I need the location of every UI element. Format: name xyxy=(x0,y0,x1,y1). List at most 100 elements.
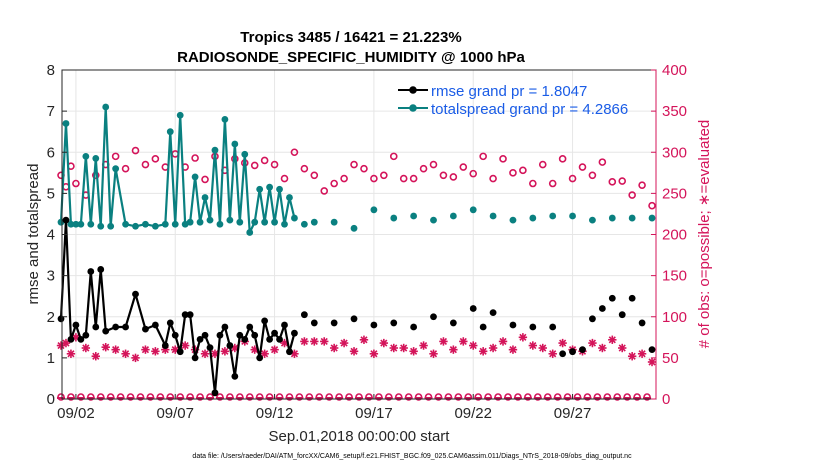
rmse-point xyxy=(549,323,557,331)
legend-rmse-label: rmse grand pr = 1.8047 xyxy=(431,83,587,100)
y-tick-label: 2 xyxy=(47,309,55,326)
rmse-point xyxy=(251,331,259,339)
obs-evaluated-point xyxy=(647,357,657,367)
obs-possible-point xyxy=(370,174,378,183)
obs-possible-point xyxy=(479,152,487,161)
obs-evaluated-point xyxy=(66,349,76,358)
totalspread-point xyxy=(300,220,308,228)
obs-evaluated-point-stroke xyxy=(330,344,338,352)
rmse-point xyxy=(449,319,457,327)
totalspread-point xyxy=(251,218,259,226)
totalspread-point xyxy=(549,212,557,220)
obs-possible-point xyxy=(141,160,150,169)
obs-evaluated-point xyxy=(349,347,359,356)
obs-possible-point xyxy=(419,164,428,173)
obs-evaluated-point xyxy=(429,349,438,358)
obs-evaluated-point xyxy=(478,347,488,356)
obs-possible-point xyxy=(509,169,517,177)
totalspread-point xyxy=(261,218,269,226)
rmse-point xyxy=(226,342,234,349)
totalspread-point xyxy=(107,222,115,230)
totalspread-point xyxy=(569,212,576,220)
obs-possible-point xyxy=(250,161,259,170)
obs-evaluated-point xyxy=(548,349,557,358)
y-tick-label: 6 xyxy=(47,144,55,161)
totalspread-point xyxy=(206,216,214,224)
totalspread-point xyxy=(236,218,244,226)
totalspread-point xyxy=(469,206,477,214)
totalspread-point xyxy=(489,212,497,220)
obs-evaluated-point xyxy=(419,341,428,350)
obs-evaluated-point-stroke xyxy=(588,339,597,347)
obs-evaluated-point xyxy=(300,337,309,346)
obs-possible-point xyxy=(290,148,299,157)
rmse-line xyxy=(59,219,296,394)
totalspread-point xyxy=(310,218,318,226)
obs-evaluated-point-stroke xyxy=(390,344,398,352)
rmse-point xyxy=(509,321,517,329)
obs-evaluated-point-stroke xyxy=(509,346,517,354)
obs-possible-point xyxy=(459,163,468,171)
totalspread-point xyxy=(589,216,596,224)
obs-evaluated-point xyxy=(409,347,418,356)
footnote: data file: /Users/raeder/DAI/ATM_forcXX/… xyxy=(192,453,632,460)
totalspread-point xyxy=(201,194,209,201)
obs-evaluated-point xyxy=(449,345,458,354)
obs-evaluated-point-stroke xyxy=(439,337,448,346)
x-tick-label: 09/12 xyxy=(256,405,294,422)
y2-tick-label: 300 xyxy=(662,144,687,161)
rmse-point xyxy=(266,335,274,343)
y2-tick-label: 50 xyxy=(662,350,679,367)
obs-evaluated-point xyxy=(91,352,100,361)
totalspread-point xyxy=(72,220,80,228)
obs-possible-point xyxy=(300,164,309,173)
y-tick-label: 4 xyxy=(47,227,55,244)
totalspread-point xyxy=(161,220,169,228)
obs-evaluated-point-stroke xyxy=(151,347,159,355)
rmse-point xyxy=(122,323,129,331)
obs-evaluated-point-stroke xyxy=(102,343,110,351)
obs-evaluated-point xyxy=(518,333,528,342)
rmse-point xyxy=(638,319,646,327)
obs-possible-point xyxy=(588,171,597,180)
obs-evaluated-point xyxy=(339,338,349,348)
rmse-point xyxy=(166,319,174,327)
obs-evaluated-point xyxy=(588,338,597,348)
x-tick-label: 09/17 xyxy=(355,405,393,422)
obs-evaluated-point-stroke xyxy=(539,344,547,352)
totalspread-point xyxy=(82,152,90,160)
rmse-point xyxy=(216,331,224,339)
chart-title: Tropics 3485 / 16421 = 21.223% xyxy=(240,29,461,46)
obs-evaluated-point-stroke xyxy=(410,347,418,355)
obs-possible-point xyxy=(131,146,140,155)
totalspread-point xyxy=(350,224,358,232)
rmse-point xyxy=(102,327,110,335)
totalspread-point xyxy=(191,173,199,181)
obs-evaluated-point-stroke xyxy=(131,354,140,362)
legend-spread-marker xyxy=(409,104,417,112)
rmse-point xyxy=(186,311,194,319)
rmse-point xyxy=(231,372,239,380)
totalspread-point xyxy=(330,218,338,226)
rmse-point xyxy=(256,354,264,362)
obs-evaluated-point-stroke xyxy=(221,347,229,355)
obs-possible-point xyxy=(489,174,497,183)
y-tick-label: 1 xyxy=(47,350,55,367)
obs-possible-point xyxy=(618,177,627,185)
obs-evaluated-point-stroke xyxy=(648,358,656,366)
rmse-point xyxy=(176,348,184,356)
obs-evaluated-point-stroke xyxy=(211,350,219,358)
obs-evaluated-point-stroke xyxy=(380,339,388,347)
obs-possible-point xyxy=(568,174,577,183)
totalspread-point xyxy=(216,220,224,228)
rmse-point xyxy=(618,311,626,319)
rmse-point xyxy=(151,321,159,329)
y2-tick-label: 100 xyxy=(662,309,687,326)
totalspread-point xyxy=(122,220,129,228)
rmse-point xyxy=(291,329,298,337)
x-tick-label: 09/27 xyxy=(554,405,592,422)
totalspread-point xyxy=(221,115,229,123)
obs-evaluated-point-stroke xyxy=(67,350,75,358)
obs-possible-point xyxy=(270,160,279,169)
obs-evaluated-point-stroke xyxy=(449,346,457,354)
